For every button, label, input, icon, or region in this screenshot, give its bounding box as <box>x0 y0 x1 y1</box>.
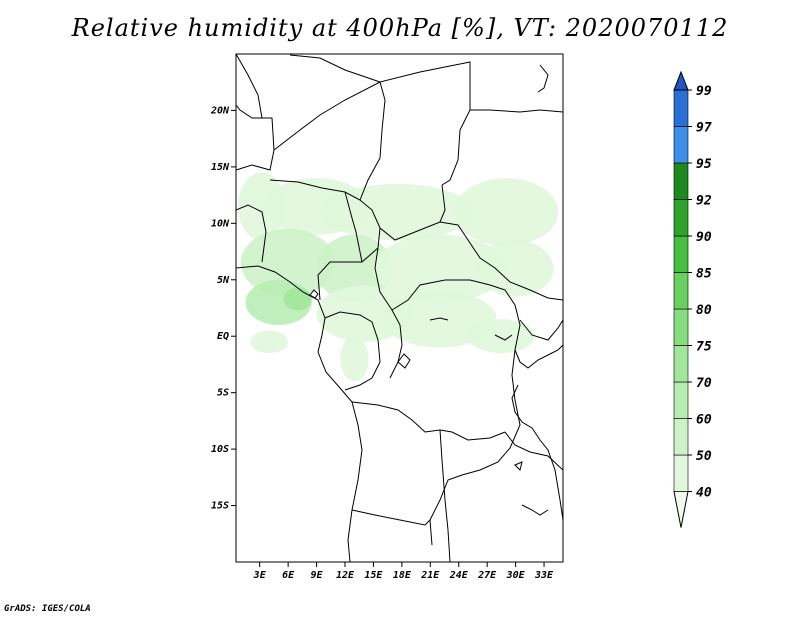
humidity-region-12 <box>468 319 535 354</box>
lon-tick-label: 3E <box>253 570 267 581</box>
lon-tick-label: 9E <box>311 570 324 581</box>
grads-credit: GrADS: IGES/COLA <box>4 604 91 614</box>
lat-tick-label: 10N <box>211 218 230 229</box>
map-axes: 20N 15N 10N 5N EQ 5S 10S 15S 3E 6E 9E 12E 15E 18E 21E 2… <box>210 105 554 581</box>
lon-tick-label: 33E <box>534 570 554 581</box>
map-frame <box>235 53 564 563</box>
map-title: Relative humidity at 400hPa [%], VT: 202… <box>71 14 729 42</box>
lat-tick-label: 5N <box>217 275 230 286</box>
colorbar-label: 99 <box>696 84 712 99</box>
lat-tick-label: EQ <box>217 331 229 342</box>
colorbar-box <box>673 272 689 310</box>
colorbar-box <box>673 454 689 492</box>
humidity-region-0 <box>237 172 286 241</box>
colorbar-box <box>673 418 689 456</box>
humidity-region-3 <box>454 178 559 246</box>
humidity-region-13 <box>340 336 369 382</box>
colorbar-label: 50 <box>696 449 712 464</box>
humidity-region-9 <box>283 287 312 311</box>
colorbar-box <box>673 89 689 127</box>
lat-tick-label: 10S <box>211 444 229 455</box>
colorbar-label: 75 <box>696 340 712 355</box>
colorbar-label: 70 <box>696 376 712 391</box>
colorbar-label: 95 <box>696 157 712 172</box>
lon-tick-label: 27E <box>477 570 497 581</box>
humidity-field <box>237 172 559 382</box>
lon-tick-label: 24E <box>449 570 469 581</box>
colorbar-label: 40 <box>696 486 712 501</box>
humidity-region-11 <box>382 291 497 348</box>
lon-tick-label: 18E <box>393 570 412 581</box>
colorbar-label: 90 <box>696 230 712 245</box>
humidity-region-7 <box>477 240 554 297</box>
colorbar-label: 92 <box>696 194 712 209</box>
lon-tick-label: 12E <box>336 570 355 581</box>
humidity-region-2 <box>321 183 473 241</box>
colorbar-box <box>673 308 689 346</box>
humidity-region-14 <box>250 330 289 354</box>
lon-tick-label: 21E <box>420 570 440 581</box>
colorbar-label: 60 <box>696 413 712 428</box>
colorbar-box <box>673 235 689 273</box>
colorbar-upper-extend <box>673 70 689 91</box>
lat-tick-label: 5S <box>217 388 229 399</box>
colorbar-box <box>673 199 689 237</box>
colorbar-label: 85 <box>696 267 712 282</box>
lat-tick-label: 15S <box>211 501 229 512</box>
lon-tick-label: 15E <box>364 570 383 581</box>
lat-tick-label: 20N <box>210 105 230 116</box>
colorbar-lower-extend <box>673 491 689 528</box>
colorbar-box <box>673 345 689 383</box>
lat-tick-label: 15N <box>211 162 230 173</box>
colorbar: 40 50 60 70 75 80 85 90 92 95 97 99 <box>673 70 712 528</box>
humidity-region-6 <box>373 234 507 303</box>
colorbar-label: 97 <box>696 121 712 136</box>
colorbar-box <box>673 381 689 419</box>
colorbar-box <box>673 126 689 164</box>
colorbar-box <box>673 162 689 200</box>
country-borders <box>236 54 563 562</box>
lon-tick-label: 6E <box>282 570 295 581</box>
colorbar-label: 80 <box>696 303 712 318</box>
lon-tick-label: 30E <box>506 570 526 581</box>
